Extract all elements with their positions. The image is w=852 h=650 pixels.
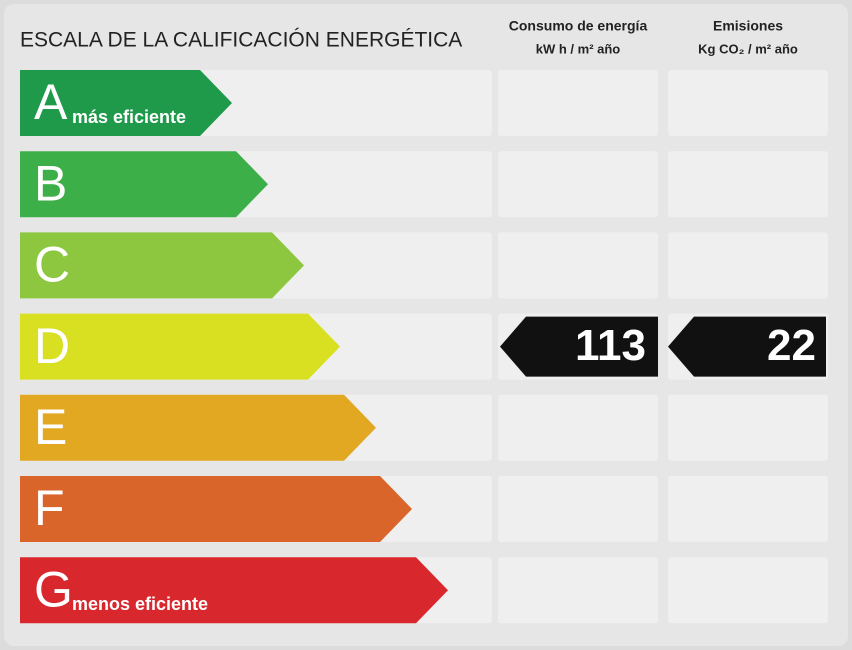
cell: [498, 70, 658, 136]
rating-letter: D: [34, 318, 70, 374]
cell: [668, 394, 828, 461]
column-title: Consumo de energía: [509, 18, 648, 34]
rating-arrow: [20, 557, 448, 624]
cell: [668, 557, 828, 624]
cell: [668, 232, 828, 299]
cell: [498, 232, 658, 299]
rating-note: menos eficiente: [72, 594, 208, 614]
rating-letter: G: [34, 561, 73, 617]
column-title: Emisiones: [713, 18, 783, 34]
rating-arrow: [20, 70, 232, 136]
rating-letter: C: [34, 237, 70, 293]
cell: [498, 557, 658, 624]
cell: [498, 151, 658, 218]
cell: [498, 394, 658, 461]
indicator: [500, 316, 658, 377]
cell: [498, 476, 658, 542]
rating-arrow: [20, 313, 340, 380]
title: ESCALA DE LA CALIFICACIÓN ENERGÉTICA: [20, 29, 462, 52]
cell: [668, 151, 828, 218]
cell: [668, 476, 828, 542]
rating-arrow: [20, 476, 412, 542]
rating-arrow: [20, 232, 304, 299]
cell: [668, 70, 828, 136]
rating-letter: B: [34, 155, 67, 211]
rating-arrow: [20, 151, 268, 218]
emissions-value: 22: [767, 321, 816, 370]
column-unit: kW h / m² año: [536, 41, 621, 56]
rating-arrow: [20, 394, 376, 461]
indicator: [668, 316, 826, 377]
rating-letter: A: [34, 74, 68, 130]
rating-letter: E: [34, 399, 67, 455]
rating-letter: F: [34, 480, 65, 536]
column-unit: Kg CO₂ / m² año: [698, 41, 798, 56]
rating-note: más eficiente: [72, 107, 186, 127]
consumption-value: 113: [575, 321, 646, 370]
